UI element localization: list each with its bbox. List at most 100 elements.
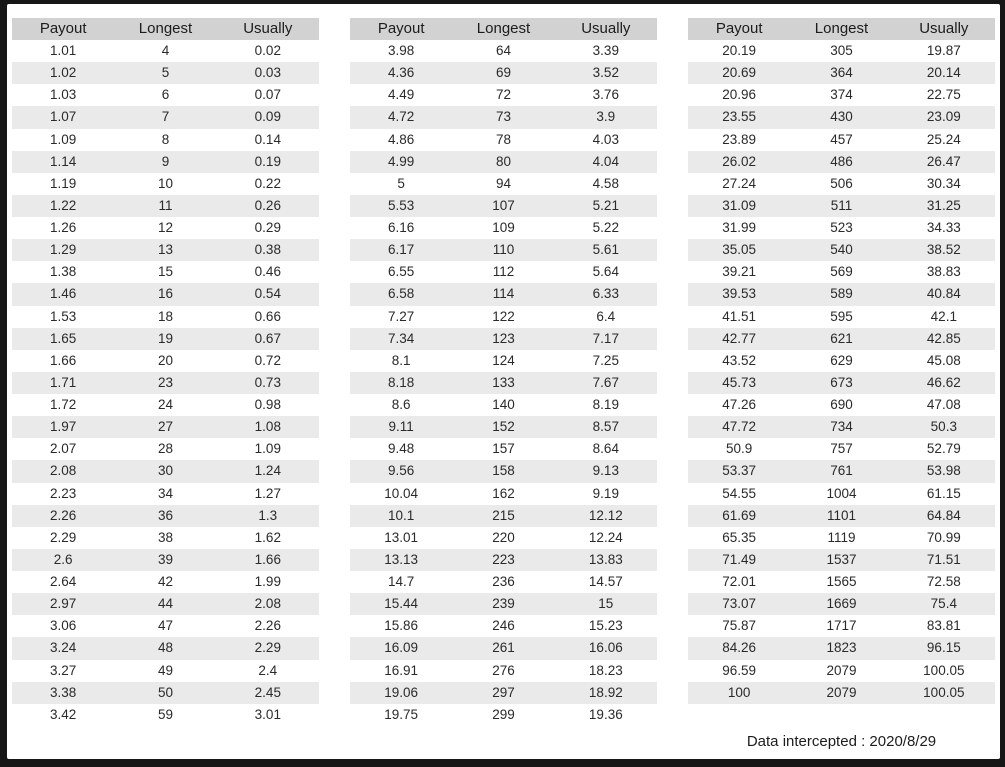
longest-cell: 140 (492, 397, 515, 412)
longest-cell: 110 (492, 242, 515, 258)
payout-cell: 4.49 (388, 87, 415, 103)
table-row: 14.7 236 14.57 (350, 571, 657, 594)
longest-cell: 27 (157, 419, 173, 435)
usually-cell: 12.24 (588, 529, 623, 545)
longest-cell: 305 (830, 43, 853, 58)
longest-cell: 523 (830, 220, 853, 235)
table-row: 45.73 673 46.62 (688, 371, 995, 394)
usually-cell: 46.62 (926, 374, 961, 390)
payout-cell: 31.09 (722, 197, 757, 213)
payout-cell: 9.48 (388, 441, 415, 457)
payout-cell: 1.97 (50, 419, 77, 435)
longest-cell: 34 (157, 485, 173, 501)
table-row: 6.17 110 5.61 (350, 239, 657, 262)
table-row: 35.05 540 38.52 (688, 239, 995, 262)
usually-cell: 13.83 (588, 551, 623, 567)
table-row: 20.96 374 22.75 (688, 84, 995, 107)
longest-cell: 78 (495, 131, 511, 147)
table-row: 15.44 239 15 (350, 593, 657, 616)
payout-cell: 72.01 (722, 574, 757, 589)
payout-cell: 8.1 (391, 352, 411, 368)
payout-cell: 1.29 (50, 242, 77, 258)
payout-cell: 61.69 (722, 507, 757, 523)
payout-cell: 2.23 (50, 485, 77, 501)
payout-cell: 39.53 (722, 286, 757, 302)
table-row: 2.26 36 1.3 (12, 504, 319, 527)
longest-cell: 215 (492, 507, 515, 523)
usually-cell: 0.98 (254, 397, 281, 412)
payout-cell: 1.38 (50, 264, 77, 280)
payout-cell: 6.55 (388, 264, 415, 280)
longest-cell: 122 (492, 308, 515, 324)
payout-cell: 20.96 (722, 87, 757, 103)
usually-cell: 15.23 (588, 618, 623, 634)
payout-cell: 75.87 (722, 618, 757, 634)
payout-cell: 10.04 (384, 485, 419, 501)
table-row: 15.86 246 15.23 (350, 615, 657, 638)
table-row: 7.27 122 6.4 (350, 305, 657, 328)
table-row: 1.26 12 0.29 (12, 217, 319, 240)
longest-cell: 162 (492, 485, 515, 501)
payout-cell: 20.69 (722, 65, 757, 81)
table-row: 20.19 305 19.87 (688, 40, 995, 63)
payout-cell: 96.59 (722, 662, 757, 678)
table-row: 3.98 64 3.39 (350, 40, 657, 63)
table-row: 1.19 10 0.22 (12, 172, 319, 195)
longest-cell: 23 (157, 374, 173, 390)
longest-cell: 158 (492, 463, 515, 479)
usually-cell: 4.04 (592, 153, 619, 169)
usually-cell: 5.61 (592, 242, 619, 258)
usually-cell: 34.33 (926, 220, 961, 235)
usually-cell: 5.21 (592, 197, 619, 213)
payout-cell: 15.44 (384, 596, 419, 612)
longest-cell: 18 (157, 308, 173, 324)
table-row: 43.52 629 45.08 (688, 349, 995, 372)
table-row: 4.86 78 4.03 (350, 128, 657, 151)
payout-cell: 42.77 (722, 330, 757, 346)
payout-cell: 1.07 (50, 109, 77, 125)
usually-cell: 0.19 (254, 153, 281, 169)
table-row: 39.53 589 40.84 (688, 283, 995, 306)
payout-cell: 19.06 (384, 684, 419, 700)
payout-cell: 1.03 (50, 87, 77, 103)
table-row: 2.97 44 2.08 (12, 593, 319, 616)
payout-cell: 16.91 (384, 662, 419, 678)
usually-cell: 30.34 (926, 175, 961, 191)
table-row: 2.07 28 1.09 (12, 438, 319, 461)
payout-cell: 4.72 (388, 109, 415, 125)
payout-cell: 1.19 (50, 175, 77, 191)
table-row: 3.06 47 2.26 (12, 615, 319, 638)
payout-cell: 15.86 (384, 618, 419, 634)
usually-cell: 2.08 (254, 596, 281, 612)
usually-cell: 1.66 (254, 551, 281, 567)
usually-cell: 0.38 (254, 242, 281, 258)
longest-cell: 374 (830, 87, 853, 103)
table-row: 1.53 18 0.66 (12, 305, 319, 328)
longest-cell: 2079 (826, 684, 857, 700)
usually-cell: 38.52 (926, 242, 961, 258)
longest-cell: 246 (492, 618, 515, 634)
usually-cell: 1.3 (258, 507, 278, 523)
payout-cell: 1.65 (50, 330, 77, 346)
longest-cell: 1119 (827, 529, 856, 545)
payout-cell: 1.22 (50, 197, 77, 213)
longest-cell: 48 (157, 640, 173, 656)
longest-cell: 629 (830, 352, 853, 368)
usually-cell: 100.05 (923, 684, 965, 700)
longest-cell: 1004 (826, 485, 857, 501)
usually-cell: 3.01 (254, 706, 281, 722)
longest-cell: 44 (157, 596, 173, 612)
table-row: 2.6 39 1.66 (12, 548, 319, 571)
table-row: 47.72 734 50.3 (688, 416, 995, 439)
longest-cell: 1537 (826, 551, 857, 567)
payout-cell: 23.89 (722, 131, 757, 147)
longest-cell: 30 (157, 463, 173, 479)
usually-cell: 52.79 (926, 441, 961, 457)
payout-cell: 1.01 (50, 43, 77, 58)
table-row: 3.38 50 2.45 (12, 681, 319, 704)
table-row: 7.34 123 7.17 (350, 327, 657, 350)
payout-cell: 1.14 (50, 153, 77, 169)
payout-table-middle: Payout Longest Usually 3.98 64 3.39 4.36 69 3.52… (350, 18, 657, 726)
longest-cell: 59 (157, 706, 173, 722)
usually-cell: 7.67 (592, 374, 619, 390)
